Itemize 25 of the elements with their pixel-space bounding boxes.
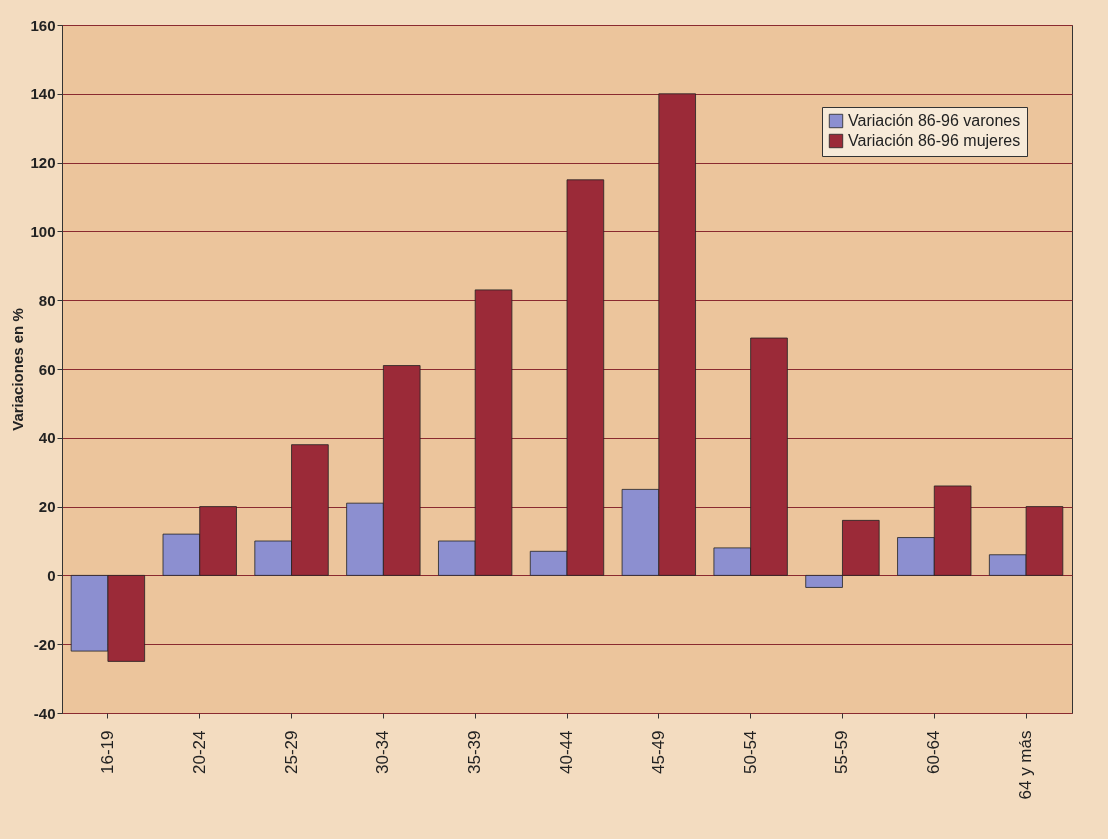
y-tick-label: 80 <box>38 291 56 309</box>
x-tick-label: 25-29 <box>281 730 301 774</box>
x-tick-label: 45-49 <box>648 730 668 774</box>
y-tick-label: 60 <box>38 360 56 378</box>
x-tick-label: 60-64 <box>924 730 944 774</box>
y-axis-title: Variaciones en % <box>9 308 27 431</box>
legend-label: Variación 86-96 varones <box>848 112 1021 129</box>
y-tick-label: 120 <box>30 154 56 172</box>
y-tick-label: -40 <box>33 704 56 722</box>
y-tick-label: 100 <box>30 222 56 240</box>
y-tick-label: 40 <box>38 429 56 447</box>
y-tick-label: -20 <box>33 635 56 653</box>
y-tick-label: 0 <box>47 566 56 584</box>
x-tick-label: 20-24 <box>189 730 209 774</box>
y-tick-label: 140 <box>30 85 56 103</box>
x-tick-label: 30-34 <box>373 730 393 774</box>
y-tick-label: 20 <box>38 498 56 516</box>
y-tick-label: 160 <box>30 16 56 34</box>
x-tick-label: 35-39 <box>465 730 485 774</box>
x-tick-label: 50-54 <box>740 730 760 774</box>
x-tick-label: 40-44 <box>557 730 576 774</box>
x-tick-label: 55-59 <box>832 730 852 774</box>
legend-label: Variación 86-96 mujeres <box>848 132 1021 149</box>
x-tick-label: 64 y más <box>1016 730 1036 800</box>
x-tick-label: 16-19 <box>97 730 117 774</box>
